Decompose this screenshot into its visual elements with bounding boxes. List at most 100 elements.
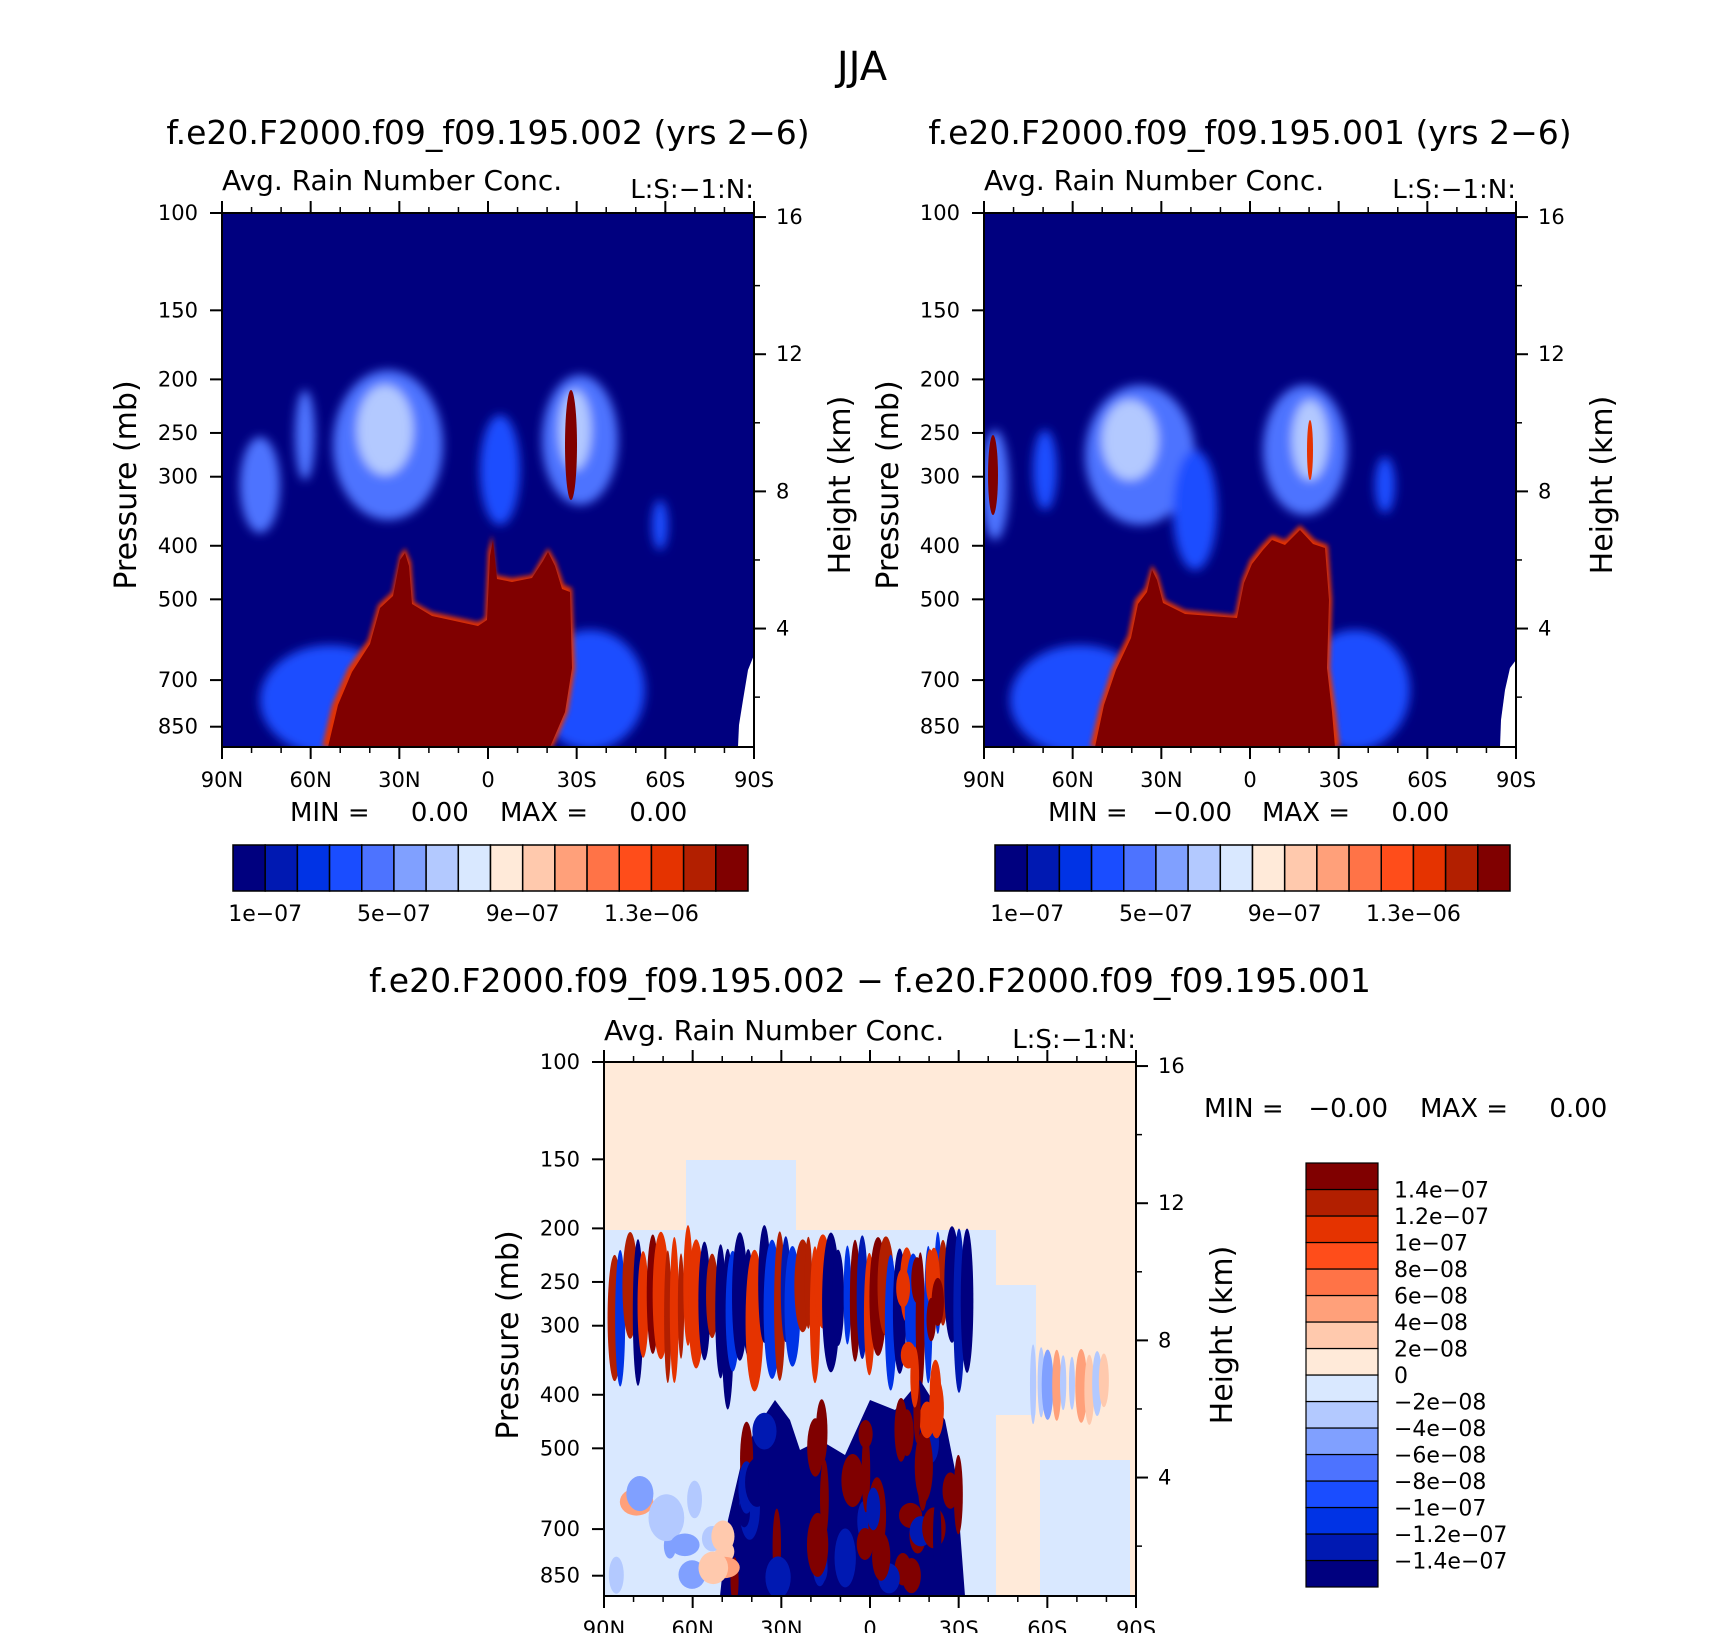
diff-stripe [843,1245,852,1345]
y-tick-label: 850 [540,1564,580,1588]
y-tick-label: 850 [158,715,198,739]
y-tick-label: 100 [540,1050,580,1074]
y-axis-label: Pressure (mb) [109,380,144,589]
colorbar-box [1412,844,1447,892]
y-tick-label: 300 [158,465,198,489]
y2-tick-label: 8 [1538,479,1551,503]
y2-tick-label: 8 [776,479,789,503]
x-tick-label: 30N [760,1617,802,1633]
diff-stripe [1041,1349,1054,1420]
axis-ticks [210,201,766,759]
diff-blob [858,1420,873,1449]
diff-blob [861,1430,871,1513]
colorbar: −1.4e−07−1.2e−07−1e−07−8e−08−6e−08−4e−08… [1305,1162,1507,1588]
colorbar-box [1305,1188,1379,1217]
colorbar-box [682,844,717,892]
diff-blob [856,1527,874,1561]
panel-model-002: f.e20.F2000.f09_f09.195.002 (yrs 2−6) Av… [109,113,858,927]
y2-tick-label: 12 [776,342,803,366]
diff-stripe [1084,1354,1095,1425]
y-tick-label: 200 [540,1216,580,1240]
colorbar-box [264,844,299,892]
diff-blob [670,1533,700,1557]
colorbar-box [1251,844,1286,892]
min-label: MIN = −0.00 [1204,1094,1388,1124]
colorbar-box [1305,1215,1379,1244]
colorbar-label: 9e−07 [1248,902,1322,927]
colorbar-box [1026,844,1061,892]
colorbar-label: 1e−07 [228,902,302,927]
colorbar-box [1123,844,1157,892]
y-axis-label: Pressure (mb) [491,1230,526,1439]
colorbar-box [425,844,460,892]
x-tick-label: 60S [1407,768,1447,792]
colorbar-label: 5e−07 [1119,902,1193,927]
y2-axis-label: Height (km) [823,396,858,575]
colorbar-box [1305,1294,1379,1323]
y-tick-label: 500 [920,587,960,611]
x-tick-label: 30S [557,768,597,792]
diff-blob [914,1430,933,1503]
colorbar-label: 1e−07 [990,902,1064,927]
x-tick-label: 60S [645,768,685,792]
colorbar-box [1305,1321,1379,1350]
colorbar-box [554,844,588,892]
y-tick-label: 200 [158,367,198,391]
diff-blob [745,1457,769,1507]
colorbar-box [1380,844,1415,892]
colorbar-label: 5e−07 [357,902,431,927]
colorbar: 1e−07 5e−07 9e−07 1.3e−06 [990,844,1511,927]
axis-labels: 90N 60N 30N 0 30S 60S 90S 100 150 200 250 300 400 500… [920,201,1565,792]
diff-blob [834,1528,856,1588]
colorbar-box [1305,1480,1379,1509]
colorbar-box [586,844,620,892]
x-tick-label: 30N [378,768,420,792]
colorbar-box [1305,1506,1379,1535]
x-tick-label: 90S [1496,768,1536,792]
y2-tick-label: 16 [1158,1054,1185,1078]
y2-axis-label: Height (km) [1585,396,1620,575]
colorbar-label: 0 [1394,1364,1408,1389]
left-subtitle: Avg. Rain Number Conc. [222,164,562,197]
colorbar-box [1187,844,1222,892]
max-label: MAX = 0.00 [1420,1094,1607,1124]
y-tick-label: 850 [920,715,960,739]
axis-ticks [592,1050,1148,1608]
colorbar-box [1305,1559,1379,1588]
max-label: MAX = 0.00 [1262,798,1449,828]
y-tick-label: 100 [920,201,960,225]
colorbar-label: 8e−08 [1394,1258,1468,1283]
x-tick-label: 0 [863,1617,876,1633]
y-tick-label: 700 [540,1517,580,1541]
y-tick-label: 500 [540,1436,580,1460]
right-subtitle: L:S:−1:N: [1012,1025,1136,1055]
diff-blob [687,1480,702,1519]
x-tick-label: 60N [289,768,331,792]
colorbar-label: 1e−07 [1394,1232,1468,1257]
y-tick-label: 300 [540,1314,580,1338]
colorbar-box [1348,844,1382,892]
diff-stripe [1052,1349,1062,1421]
main-title: JJA [834,44,888,90]
colorbar-label: −1e−07 [1394,1497,1486,1522]
x-tick-label: 0 [481,768,494,792]
diff-blob [911,1257,923,1304]
colorbar-label: 4e−08 [1394,1311,1468,1336]
colorbar-label: 1.2e−07 [1394,1205,1489,1230]
y-tick-label: 250 [920,421,960,445]
y-tick-label: 250 [158,421,198,445]
panel-model-001: f.e20.F2000.f09_f09.195.001 (yrs 2−6) Av… [871,113,1620,927]
y-tick-label: 400 [158,534,198,558]
diff-stripe [960,1228,974,1373]
x-tick-label: 30S [1319,768,1359,792]
colorbar-box [1305,1453,1379,1482]
colorbar-box [393,844,427,892]
y-tick-label: 150 [540,1147,580,1171]
x-tick-label: 90S [734,768,774,792]
y-tick-label: 700 [920,668,960,692]
axis-ticks [972,201,1528,759]
colorbar-box [1090,844,1125,892]
diff-blob [765,1556,791,1596]
colorbar-label: −4e−08 [1394,1417,1486,1442]
